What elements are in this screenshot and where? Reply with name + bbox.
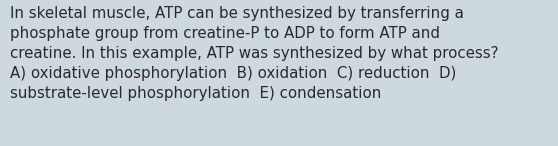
Text: In skeletal muscle, ATP can be synthesized by transferring a
phosphate group fro: In skeletal muscle, ATP can be synthesiz… xyxy=(10,6,498,101)
